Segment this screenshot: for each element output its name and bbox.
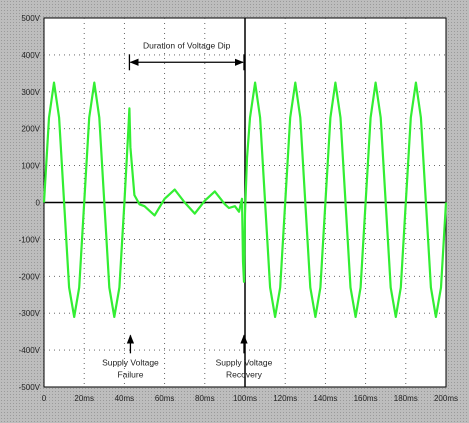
x-tick-label: 40ms — [115, 394, 135, 403]
y-tick-label: -200V — [19, 272, 41, 281]
y-tick-label: 500V — [21, 14, 40, 23]
x-tick-label: 0 — [42, 394, 47, 403]
x-axis-tick-labels: 0 20ms 40ms 60ms 80ms 100ms 120ms 140ms 160ms 180… — [42, 394, 458, 403]
y-axis-tick-labels: 500V 400V 300V 200V 100V 0 -100V -200V -300V -400… — [19, 14, 41, 392]
duration-annotation: Duration of Voltage Dip — [128, 40, 245, 71]
y-tick-label: -300V — [19, 309, 41, 318]
x-tick-label: 200ms — [434, 394, 458, 403]
y-tick-label: -500V — [19, 383, 41, 392]
x-tick-label: 160ms — [354, 394, 378, 403]
x-tick-label: 180ms — [394, 394, 418, 403]
y-tick-label: 0 — [36, 199, 41, 208]
failure-label-line-2: Failure — [117, 369, 143, 379]
x-tick-label: 80ms — [195, 394, 215, 403]
voltage-waveform-line — [42, 81, 448, 318]
recovery-label-line-1: Supply Voltage — [216, 357, 273, 367]
y-tick-label: 200V — [21, 125, 40, 134]
y-tick-label: 100V — [21, 162, 40, 171]
y-tick-label: -400V — [19, 346, 41, 355]
x-tick-label: 20ms — [74, 394, 94, 403]
failure-annotation: Supply Voltage Failure — [102, 334, 159, 379]
failure-label-line-1: Supply Voltage — [102, 357, 159, 367]
x-tick-label: 100ms — [233, 394, 257, 403]
y-tick-label: 400V — [21, 51, 40, 60]
recovery-annotation: Supply Voltage Recovery — [216, 334, 273, 379]
recovery-label-line-2: Recovery — [226, 369, 263, 379]
x-tick-label: 140ms — [313, 394, 337, 403]
y-tick-label: 300V — [21, 88, 40, 97]
y-tick-label: -100V — [19, 235, 41, 244]
duration-label: Duration of Voltage Dip — [143, 40, 231, 50]
x-tick-label: 60ms — [155, 394, 175, 403]
x-tick-label: 120ms — [273, 394, 297, 403]
